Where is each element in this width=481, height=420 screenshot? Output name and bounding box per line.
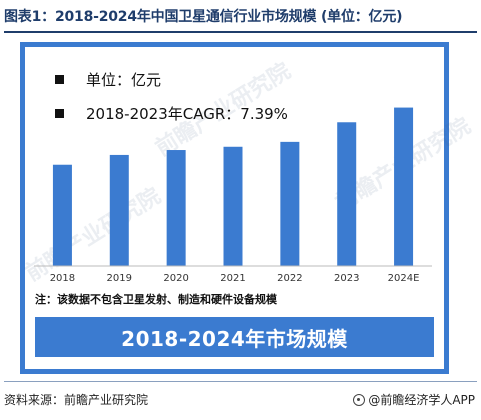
title-divider xyxy=(4,31,477,33)
x-tick-label-2018: 2018 xyxy=(50,273,75,284)
x-tick-label-2023: 2023 xyxy=(334,273,359,284)
x-tick-labels: 2018 2019 2020 2021 2022 2023 2024E xyxy=(50,273,420,284)
x-tick-label-2019: 2019 xyxy=(107,273,132,284)
x-tick-label-2020: 2020 xyxy=(163,273,188,284)
bar-2019 xyxy=(109,154,129,266)
unit-note: 单位：亿元 xyxy=(55,69,161,90)
bar-2023 xyxy=(337,122,357,267)
bar-2020 xyxy=(166,150,186,266)
x-tick-label-2024E: 2024E xyxy=(388,273,420,284)
bullet-square-icon xyxy=(55,109,64,118)
bar-chart: 2018 2019 2020 2021 2022 2023 2024E xyxy=(34,107,432,284)
bar-2018 xyxy=(52,164,72,266)
brand-logo-icon xyxy=(353,393,366,406)
bar-2024E xyxy=(394,107,414,266)
chart-frame: 前瞻产业研究院 前瞻产业研究院 前瞻产业研究院 单位：亿元 2018-2023年… xyxy=(20,42,475,374)
brand-text: @前瞻经济学人APP xyxy=(368,393,475,407)
brand: @前瞻经济学人APP xyxy=(353,391,475,408)
cagr-note: 2018-2023年CAGR：7.39% xyxy=(55,103,288,124)
bar-2022 xyxy=(280,141,300,266)
bottom-divider xyxy=(4,381,477,382)
x-tick-label-2021: 2021 xyxy=(220,273,245,284)
banner-title: 2018-2024年市场规模 xyxy=(35,317,434,357)
footnote: 注：该数据不包含卫星发射、制造和硬件设备规模 xyxy=(35,293,277,306)
bar-2021 xyxy=(223,146,243,266)
unit-note-text: 单位：亿元 xyxy=(86,71,162,89)
bullet-square-icon xyxy=(55,75,64,84)
source-text: 资料来源：前瞻产业研究院 xyxy=(4,393,149,407)
bars-group xyxy=(52,107,414,267)
figure-title: 图表1：2018-2024年中国卫星通信行业市场规模 (单位：亿元) xyxy=(4,9,403,25)
cagr-note-text: 2018-2023年CAGR：7.39% xyxy=(86,105,288,123)
x-tick-label-2022: 2022 xyxy=(277,273,302,284)
